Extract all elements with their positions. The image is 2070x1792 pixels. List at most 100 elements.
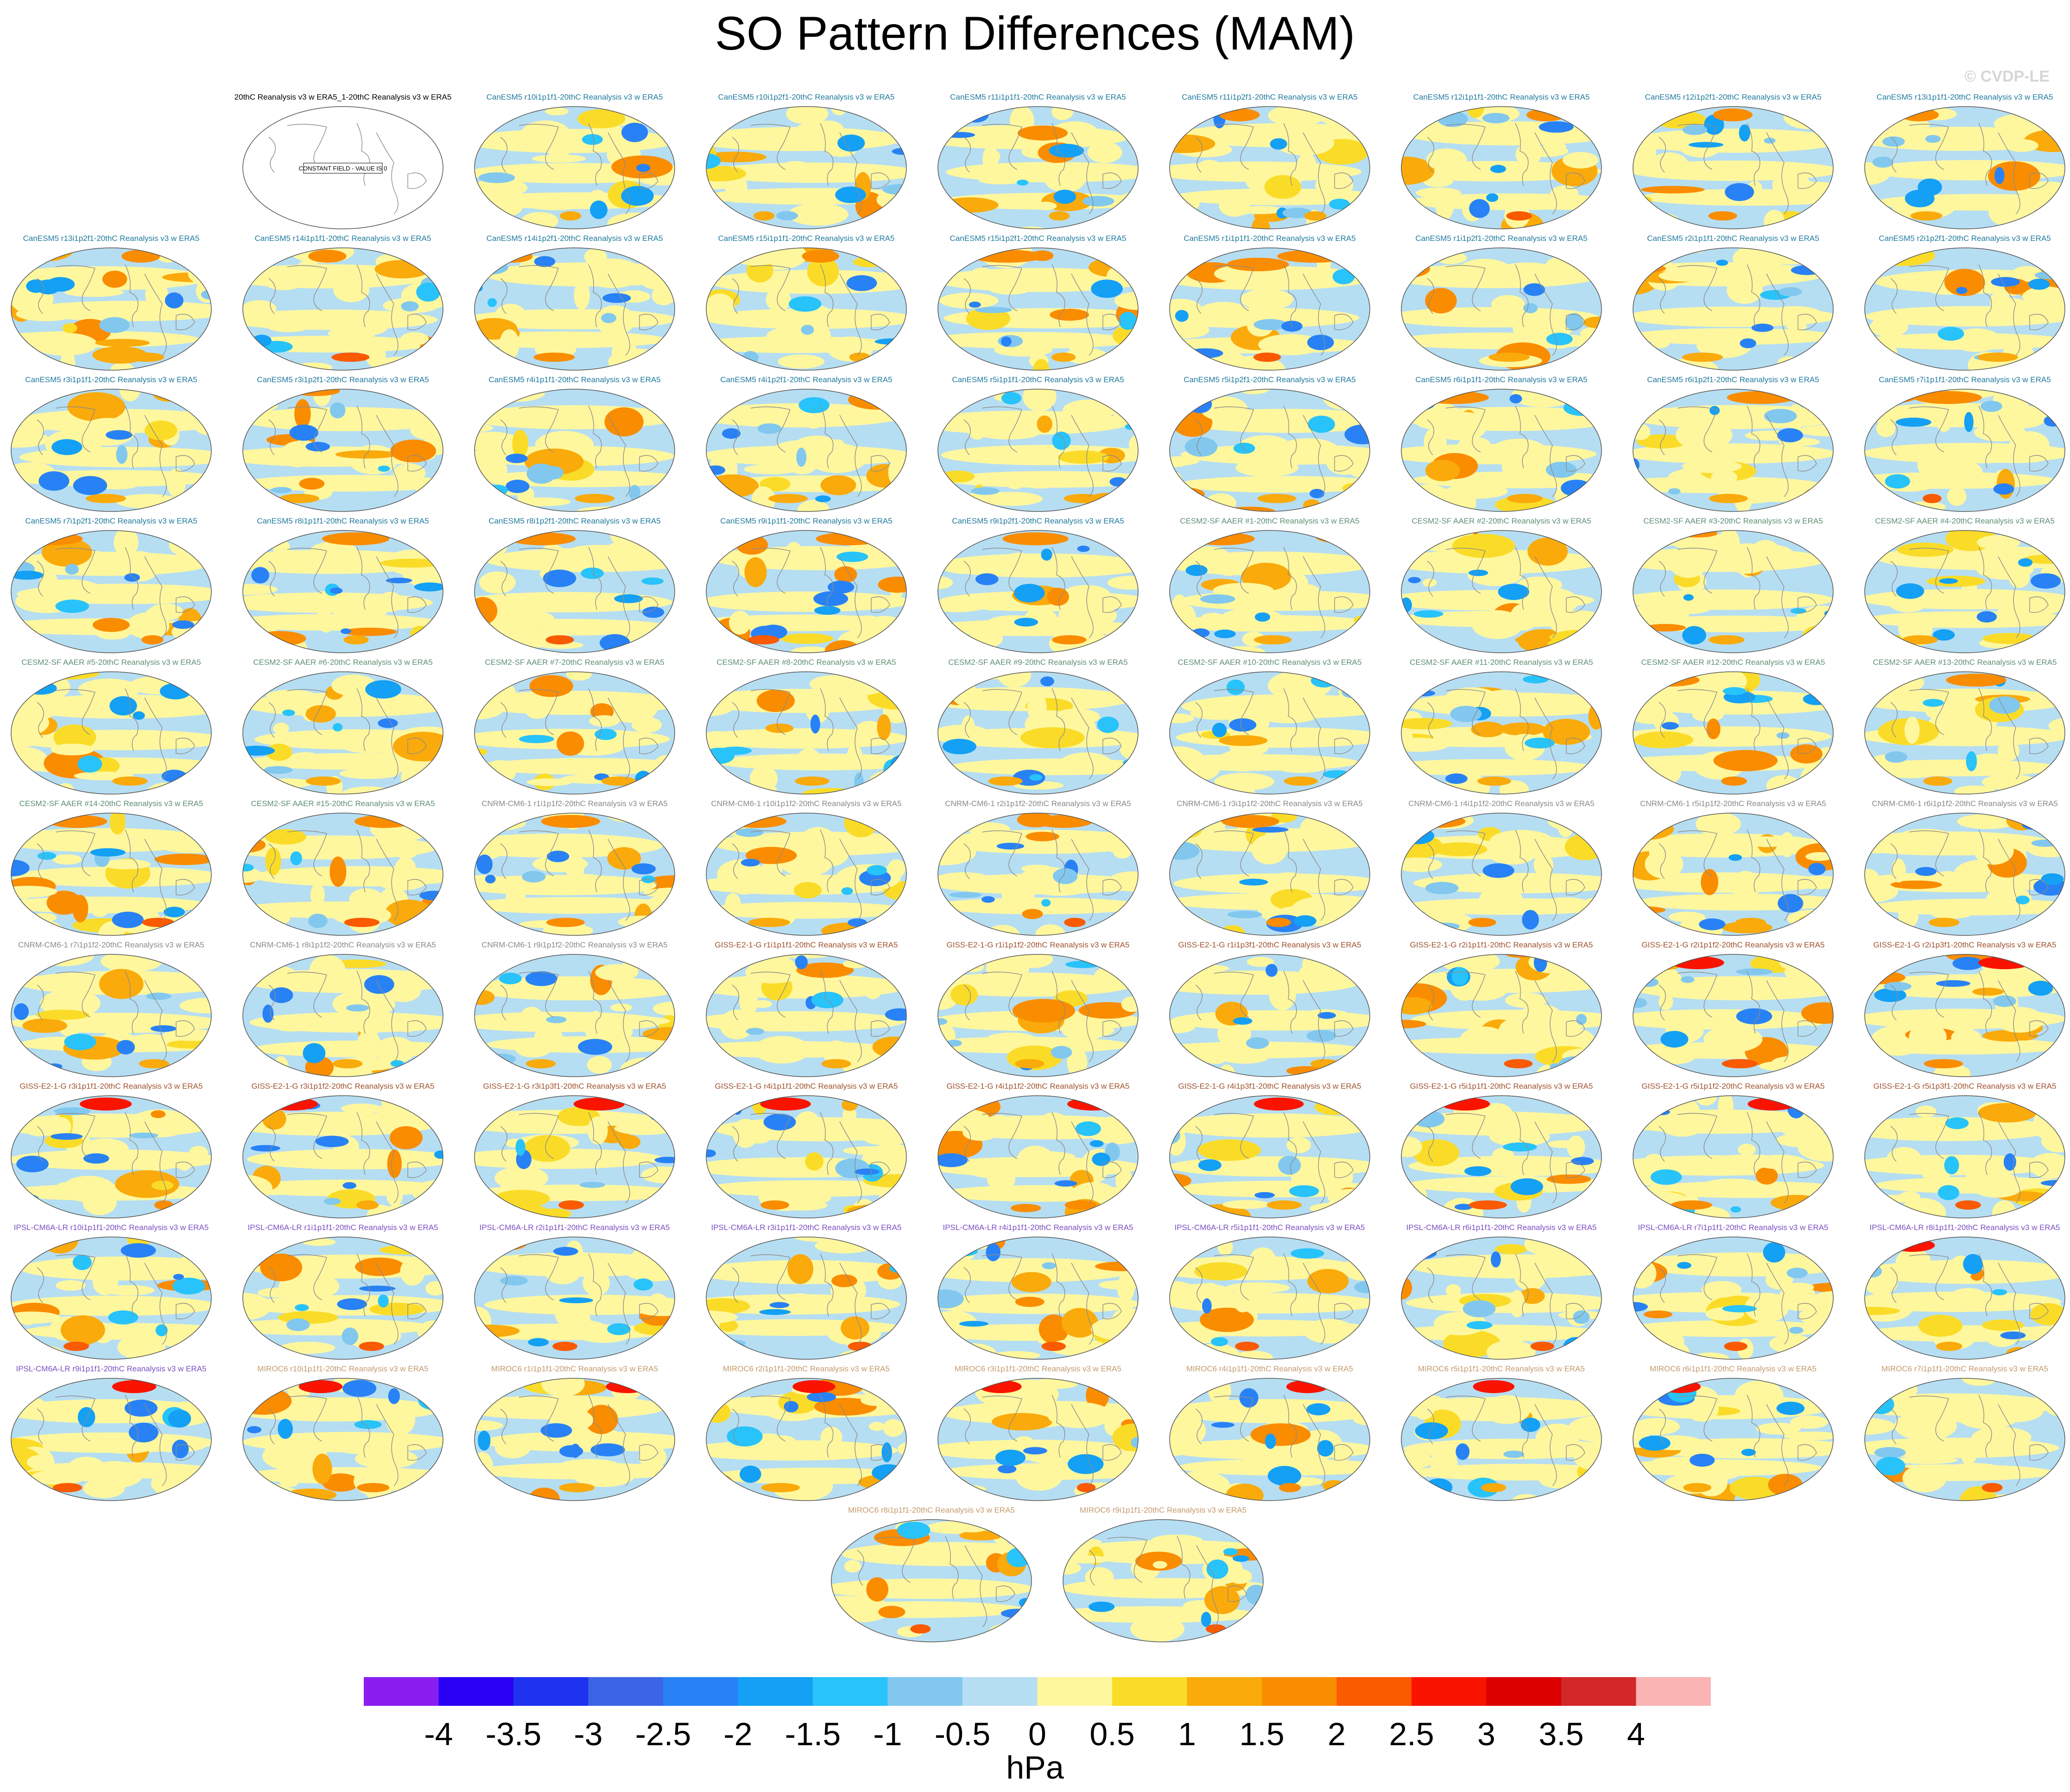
coastline: [37, 1267, 44, 1303]
anomaly-blob: [102, 271, 127, 288]
anomaly-blob: [1023, 1447, 1047, 1455]
panel-title: CanESM5 r1i1p1f1-20thC Reanalysis v3 w E…: [1184, 234, 1356, 243]
globe-outline: [1169, 247, 1370, 371]
coastline: [1890, 137, 1898, 173]
anomaly-blob: [104, 1285, 155, 1296]
anomaly-blob: [797, 748, 821, 770]
anomaly-blob: [845, 672, 888, 695]
anomaly-blob: [1119, 311, 1137, 330]
map-panel: CNRM-CM6-1 r10i1p1f2-20thC Reanalysis v3…: [704, 799, 908, 938]
anomaly-blob: [1956, 287, 1968, 294]
panel-title: MIROC6 r8i1p1f1-20thC Reanalysis v3 w ER…: [848, 1506, 1015, 1514]
anomaly-band: [706, 403, 905, 428]
globe-map: [937, 106, 1139, 229]
coastline: [1195, 843, 1203, 879]
anomaly-blob: [2029, 1153, 2065, 1179]
coastline: [608, 1404, 630, 1486]
anomaly-blob: [1756, 1423, 1801, 1435]
anomaly-blob: [115, 1170, 179, 1198]
anomaly-blob: [1053, 868, 1078, 884]
coastline: [407, 1444, 427, 1461]
anomaly-blob: [1226, 679, 1245, 695]
coastline: [732, 843, 739, 879]
anomaly-blob: [282, 709, 295, 716]
anomaly-blob: [1315, 530, 1370, 543]
anomaly-blob: [1505, 262, 1549, 271]
anomaly-blob: [55, 599, 89, 613]
coastline: [963, 137, 971, 173]
map-panel: CNRM-CM6-1 r1i1p1f2-20thC Reanalysis v3 …: [473, 799, 677, 938]
globe-map: [11, 1378, 212, 1501]
coastline: [1747, 405, 1760, 469]
anomaly-blob: [2051, 263, 2065, 273]
anomaly-blob: [478, 172, 515, 183]
anomaly-blob: [1250, 1247, 1276, 1271]
anomaly-band: [22, 301, 211, 322]
anomaly-blob: [1783, 174, 1811, 199]
anomaly-blob: [506, 889, 526, 906]
globe-map: [937, 813, 1139, 936]
anomaly-blob: [357, 1483, 390, 1492]
anomaly-blob: [327, 1117, 352, 1142]
anomaly-blob: [1220, 608, 1283, 628]
anomaly-blob: [424, 530, 443, 534]
anomaly-blob: [1401, 257, 1419, 266]
globe-outline: [1401, 1378, 1602, 1501]
anomaly-blob: [1729, 1477, 1780, 1500]
coastline: [1534, 697, 1557, 780]
anomaly-blob: [1062, 1020, 1107, 1041]
anomaly-blob: [1517, 576, 1563, 593]
anomaly-blob: [1266, 1200, 1302, 1210]
globe-map: [1169, 1378, 1370, 1501]
anomaly-blob: [1651, 336, 1670, 348]
anomaly-blob: [1049, 211, 1070, 221]
anomaly-blob: [265, 847, 281, 876]
anomaly-blob: [1683, 594, 1694, 601]
anomaly-blob: [1650, 152, 1689, 178]
globe-outline: [474, 671, 675, 795]
anomaly-blob: [1240, 289, 1293, 310]
map-panel: CNRM-CM6-1 r3i1p1f2-20thC Reanalysis v3 …: [1168, 799, 1372, 938]
coastline: [1195, 561, 1203, 597]
anomaly-blob: [1401, 1136, 1422, 1157]
anomaly-blob: [1306, 1030, 1336, 1042]
anomaly-blob: [876, 111, 903, 125]
anomaly-blob: [1886, 769, 1935, 778]
anomaly-blob: [722, 428, 741, 439]
globe-map: [1864, 530, 2065, 653]
anomaly-blob: [129, 1109, 191, 1137]
panel-title: GISS-E2-1-G r4i1p1f1-20thC Reanalysis v3…: [715, 1082, 898, 1091]
anomaly-blob: [2003, 418, 2019, 437]
globe-outline: [1401, 671, 1602, 795]
anomaly-blob: [2041, 219, 2065, 229]
coastline: [1515, 123, 1529, 186]
coastline: [1534, 273, 1557, 356]
anomaly-blob: [836, 551, 868, 562]
anomaly-blob: [247, 1426, 262, 1433]
coastline: [871, 596, 890, 613]
anomaly-blob: [878, 576, 906, 593]
anomaly-blob: [1878, 770, 1890, 789]
panel-title: CNRM-CM6-1 r3i1p1f2-20thC Reanalysis v3 …: [1177, 799, 1363, 808]
anomaly-blob: [1257, 494, 1297, 503]
anomaly-blob: [1538, 1470, 1580, 1489]
globe-map: [474, 813, 675, 936]
anomaly-blob: [938, 499, 986, 511]
globe-outline: [1864, 1237, 2065, 1360]
anomaly-blob: [763, 1113, 796, 1131]
coastline: [1998, 697, 2020, 780]
anomaly-blob: [1966, 751, 1977, 771]
anomaly-blob: [938, 601, 984, 612]
coastline: [1334, 879, 1354, 896]
anomaly-blob: [1123, 393, 1138, 417]
anomaly-blob: [1818, 546, 1833, 555]
anomaly-blob: [1082, 196, 1114, 207]
anomaly-blob: [1765, 1270, 1793, 1290]
anomaly-blob: [1185, 564, 1208, 576]
colorbar-tick-label: 2.5: [1389, 1716, 1434, 1752]
anomaly-blob: [1786, 1268, 1808, 1279]
coastline: [1102, 314, 1122, 330]
anomaly-blob: [881, 1550, 929, 1562]
globe-map: [1169, 247, 1370, 371]
coastline: [1214, 1395, 1254, 1442]
